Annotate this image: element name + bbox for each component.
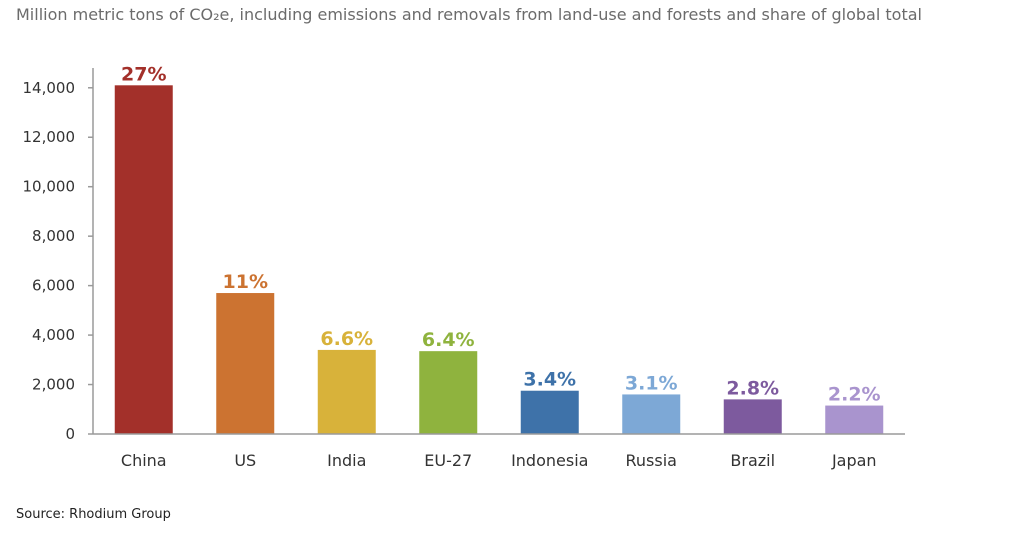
- data-label: 3.4%: [523, 369, 576, 391]
- x-tick-label: Russia: [626, 451, 677, 470]
- x-tick-label: China: [121, 451, 167, 470]
- bar-india: [317, 349, 376, 434]
- data-label: 27%: [121, 63, 166, 85]
- x-tick-label: US: [234, 451, 256, 470]
- y-tick-label: 2,000: [32, 376, 75, 394]
- bar-us: [216, 293, 275, 434]
- bar-indonesia: [520, 390, 579, 434]
- x-axis: China US India EU-27 Indonesia Russia Brazil Ja…: [93, 433, 905, 470]
- x-tick-label: Brazil: [730, 451, 775, 470]
- y-tick-label: 4,000: [32, 326, 75, 344]
- data-label: 6.4%: [422, 329, 475, 351]
- chart-subtitle: Million metric tons of CO₂e, including e…: [16, 5, 922, 24]
- y-tick-label: 6,000: [32, 277, 75, 295]
- x-tick-label: Indonesia: [511, 451, 588, 470]
- bar-china: [114, 85, 173, 434]
- data-label: 6.6%: [320, 328, 373, 350]
- source-note: Source: Rhodium Group: [16, 507, 171, 522]
- data-label: 2.8%: [726, 377, 779, 399]
- x-tick-label: Japan: [831, 451, 877, 470]
- bars: 27% 11% 6.6% 6.4% 3.4% 3.1% 2.8% 2.2%: [114, 63, 884, 434]
- x-tick-label: India: [327, 451, 366, 470]
- data-label: 2.2%: [828, 384, 881, 406]
- y-tick-label: 12,000: [23, 128, 76, 146]
- y-tick-label: 0: [65, 425, 75, 443]
- y-tick-label: 14,000: [23, 79, 76, 97]
- data-label: 3.1%: [625, 372, 678, 394]
- bar-brazil: [723, 399, 782, 434]
- data-label: 11%: [223, 271, 268, 293]
- y-axis: 0 2,000 4,000 6,000 8,000 10,000 12,000 14,000: [23, 68, 94, 443]
- y-tick-label: 10,000: [23, 178, 76, 196]
- y-tick-label: 8,000: [32, 227, 75, 245]
- x-tick-label: EU-27: [424, 451, 472, 470]
- bar-eu-27: [419, 351, 478, 434]
- bar-russia: [622, 394, 681, 434]
- bar-japan: [825, 405, 884, 434]
